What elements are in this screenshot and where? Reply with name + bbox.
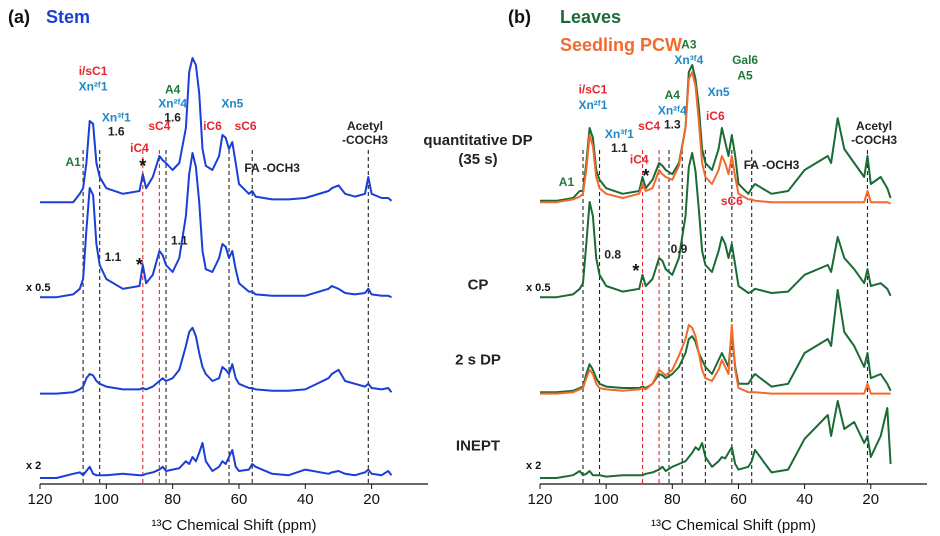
spectrum-line — [540, 152, 892, 299]
scale-label: x 0.5 — [26, 282, 50, 294]
peak-label: Xn5 — [221, 96, 243, 110]
peak-label: -COCH3 — [342, 133, 388, 147]
peak-label: sC6 — [721, 194, 743, 208]
peak-label: sC4 — [638, 119, 660, 133]
peak-label: i/sC1 — [79, 64, 108, 78]
peak-label: A4 — [165, 82, 181, 96]
legend-label: Seedling PCW — [560, 35, 682, 55]
x-tick-label: 120 — [527, 491, 552, 508]
peak-label: Xn5 — [708, 85, 730, 99]
spectrum-line — [540, 71, 891, 205]
peak-label: iC4 — [630, 152, 649, 166]
experiment-label: 2 s DP — [455, 351, 501, 369]
spectrum-line — [540, 324, 891, 395]
experiment-label: INEPT — [455, 437, 501, 455]
peak-label: iC6 — [706, 109, 725, 123]
peak-label: Xn³ᶠ1 — [102, 110, 131, 124]
x-tick-label: 20 — [363, 491, 380, 508]
peak-label: Acetyl — [347, 119, 383, 133]
x-tick-label: 60 — [730, 491, 747, 508]
x-tick-label: 20 — [862, 491, 879, 508]
peak-label: Gal6 — [732, 53, 758, 67]
peak-label: 1.1 — [105, 250, 122, 264]
x-tick-label: 100 — [94, 491, 119, 508]
peak-label: Xn²ᶠ4 — [158, 96, 187, 110]
spectrum-line — [540, 64, 892, 202]
peak-label: -COCH3 — [851, 133, 897, 147]
spectrum-line — [40, 57, 393, 204]
spectrum-line — [40, 152, 392, 299]
legend-label: Leaves — [560, 7, 621, 27]
peak-label: A1 — [65, 155, 81, 169]
peak-label: * — [139, 156, 146, 176]
x-tick-label: 80 — [664, 491, 681, 508]
peak-label: 1.1 — [611, 141, 628, 155]
peak-label: 0.8 — [604, 247, 621, 261]
x-axis-label: ¹³C Chemical Shift (ppm) — [151, 517, 316, 534]
peak-label: Xn²ᶠ1 — [79, 80, 108, 94]
x-tick-label: 80 — [164, 491, 181, 508]
x-tick-label: 40 — [796, 491, 813, 508]
peak-label: 1.6 — [164, 110, 181, 124]
scale-label: x 2 — [526, 460, 541, 472]
x-tick-label: 100 — [594, 491, 619, 508]
panel-label: (a) — [8, 7, 30, 27]
spectrum-line — [540, 289, 892, 394]
experiment-label: CP — [467, 276, 489, 294]
peak-label: sC6 — [235, 119, 257, 133]
peak-label: sC4 — [148, 119, 170, 133]
peak-label: * — [632, 261, 639, 281]
spectrum-line — [40, 326, 393, 395]
peak-label: Acetyl — [856, 119, 892, 133]
peak-label: Xn³ᶠ4 — [674, 53, 703, 67]
peak-label: A5 — [737, 68, 753, 82]
peak-label: A1 — [559, 175, 575, 189]
peak-label: iC4 — [130, 141, 149, 155]
x-axis-label: ¹³C Chemical Shift (ppm) — [651, 517, 816, 534]
peak-label: 0.9 — [671, 242, 688, 256]
peak-label: A4 — [665, 88, 681, 102]
peak-label: Xn²ᶠ1 — [578, 98, 607, 112]
peak-label: Xn²ᶠ4 — [658, 103, 687, 117]
peak-label: FA -OCH3 — [744, 158, 800, 172]
peak-label: Xn³ᶠ1 — [605, 127, 634, 141]
scale-label: x 0.5 — [526, 282, 550, 294]
spectrum-line — [40, 442, 393, 479]
peak-label: 1.6 — [108, 124, 125, 138]
x-tick-label: 40 — [297, 491, 314, 508]
experiment-label: quantitative DP (35 s) — [423, 132, 533, 168]
panel-label: (b) — [508, 7, 531, 27]
peak-label: A3 — [681, 38, 697, 52]
peak-label: FA -OCH3 — [244, 161, 300, 175]
x-tick-label: 120 — [27, 491, 52, 508]
peak-label: * — [136, 255, 143, 275]
peak-label: 1.3 — [664, 117, 681, 131]
spectrum-line — [540, 400, 892, 479]
peak-label: * — [642, 166, 649, 186]
x-tick-label: 60 — [231, 491, 248, 508]
legend-label: Stem — [46, 7, 90, 27]
peak-label: iC6 — [203, 119, 222, 133]
peak-label: 1.1 — [171, 233, 188, 247]
scale-label: x 2 — [26, 460, 41, 472]
peak-label: i/sC1 — [579, 82, 608, 96]
